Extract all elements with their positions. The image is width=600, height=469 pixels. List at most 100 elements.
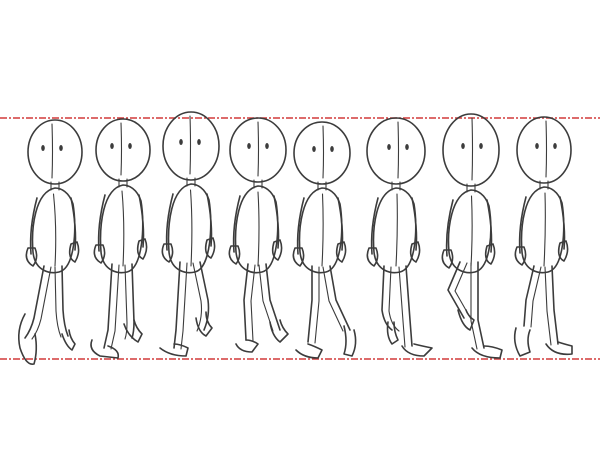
left-hand — [93, 244, 106, 264]
left-foot — [295, 343, 323, 359]
left-hand — [366, 247, 379, 267]
figure-frame-2 — [90, 118, 151, 359]
figure-frame-4 — [228, 117, 289, 353]
figure-frame-5 — [292, 121, 357, 359]
head-center-line — [51, 123, 54, 179]
left-eye — [179, 139, 183, 145]
right-eye — [479, 143, 483, 149]
left-foot — [18, 313, 38, 365]
left-foot — [386, 321, 399, 345]
torso-center-line — [189, 189, 193, 267]
right-hand — [557, 240, 569, 262]
right-arm — [70, 197, 77, 251]
left-foot — [159, 343, 189, 357]
left-foot — [235, 339, 259, 353]
left-leg — [243, 263, 249, 341]
torso-center-line — [257, 191, 260, 267]
right-eye — [553, 143, 557, 149]
right-leg — [199, 261, 210, 331]
right-arm — [411, 197, 418, 251]
left-arm — [518, 196, 527, 254]
head-center-line — [189, 115, 192, 175]
head-center-line — [120, 122, 123, 176]
left-foot — [513, 327, 531, 357]
left-eye — [387, 144, 391, 150]
right-leg — [61, 265, 69, 337]
right-eye — [405, 144, 409, 150]
figure-frame-7 — [441, 113, 503, 359]
right-hand — [68, 241, 80, 263]
torso-center-line — [470, 195, 473, 267]
left-eye — [461, 143, 465, 149]
left-hand — [292, 247, 305, 267]
right-arm — [337, 197, 344, 251]
right-hand — [136, 238, 148, 260]
left-hand — [25, 247, 38, 267]
right-arm — [486, 199, 493, 253]
left-leg — [173, 261, 181, 349]
right-arm — [273, 195, 280, 249]
left-hand — [161, 243, 174, 263]
torso-center-line — [395, 193, 398, 267]
right-hand — [204, 237, 216, 259]
torso — [31, 187, 76, 274]
right-leg — [477, 261, 485, 349]
left-eye — [247, 143, 251, 149]
left-leg — [24, 265, 45, 339]
right-foot — [61, 329, 76, 351]
torso-center-line — [543, 192, 546, 267]
right-eye — [265, 143, 269, 149]
right-leg — [329, 265, 351, 331]
left-leg — [103, 263, 113, 349]
left-hand — [228, 245, 241, 265]
left-arm — [165, 193, 174, 251]
head-center-line — [397, 121, 400, 179]
right-leg-outline — [398, 266, 406, 348]
torso-center-line — [52, 193, 57, 267]
left-arm — [296, 197, 305, 255]
head — [162, 111, 220, 181]
right-eye — [59, 145, 63, 151]
head — [293, 121, 351, 185]
left-leg-outline — [250, 264, 256, 342]
figure-frame-3 — [159, 111, 220, 357]
head — [95, 118, 151, 182]
right-foot — [343, 325, 357, 357]
left-eye — [41, 145, 45, 151]
right-arm — [559, 196, 566, 250]
figure-frame-1 — [18, 119, 83, 365]
right-foot — [195, 311, 213, 337]
right-leg-outline — [54, 266, 62, 338]
head-center-line — [471, 117, 474, 181]
head-center-line — [257, 121, 260, 177]
figures-group — [18, 111, 573, 365]
left-eye — [110, 143, 114, 149]
torso-center-line — [321, 193, 324, 267]
torso — [234, 185, 279, 274]
head — [229, 117, 287, 183]
head — [366, 117, 426, 185]
torso — [372, 187, 417, 274]
right-leg-outline — [470, 262, 478, 350]
figure-frame-8 — [513, 116, 573, 357]
right-foot — [123, 319, 143, 343]
left-arm — [232, 195, 241, 253]
left-hand — [514, 246, 527, 266]
left-eye — [535, 143, 539, 149]
left-arm — [97, 194, 106, 252]
left-arm — [370, 197, 379, 255]
torso-center-line — [121, 190, 125, 267]
torso — [447, 189, 492, 274]
torso — [99, 184, 144, 274]
right-leg — [265, 263, 281, 331]
left-hand — [441, 249, 454, 269]
left-arm — [29, 197, 38, 255]
right-hand — [271, 239, 283, 261]
head-center-line — [322, 125, 325, 179]
left-leg-outline — [388, 266, 400, 332]
figure-frame-6 — [366, 117, 433, 357]
right-eye — [128, 143, 132, 149]
right-foot — [269, 319, 289, 343]
right-foot — [401, 343, 433, 357]
